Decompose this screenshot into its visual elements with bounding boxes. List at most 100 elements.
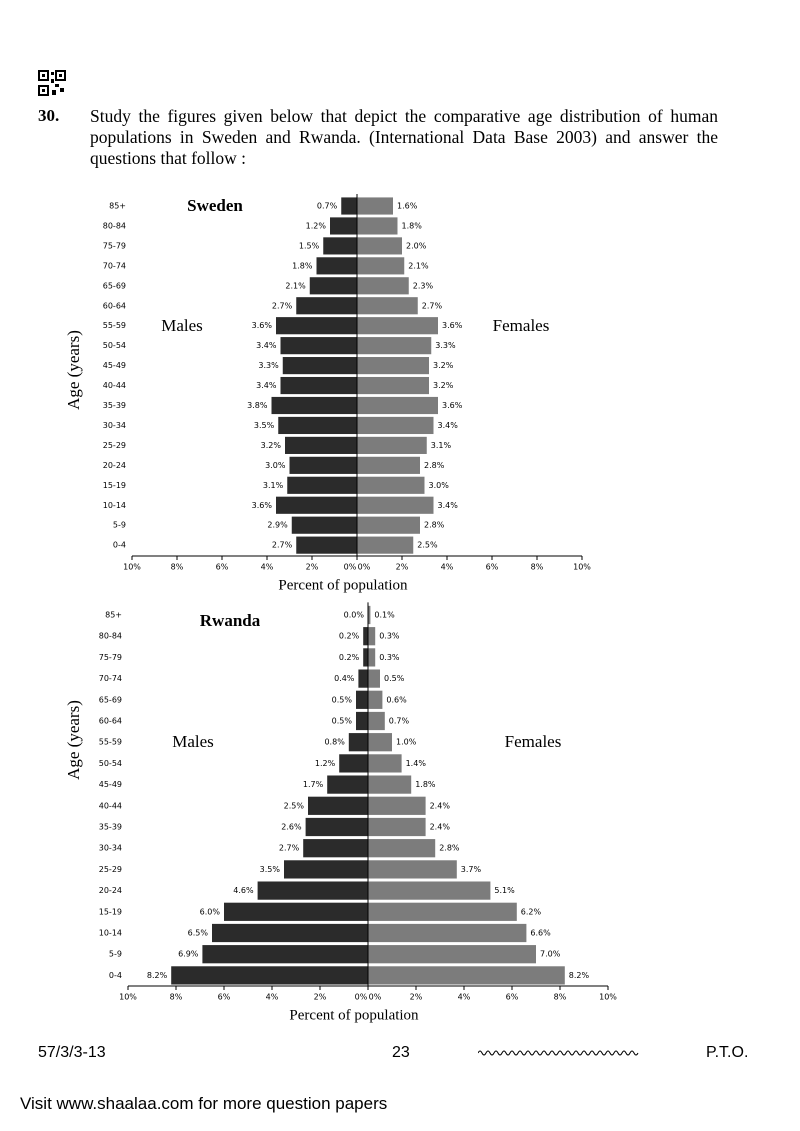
value-label: 3.6% [442, 401, 463, 410]
value-label: 0.0% [344, 611, 365, 620]
category-label: 15-19 [99, 907, 122, 916]
bar [357, 376, 429, 395]
bar [363, 627, 368, 646]
category-label: 65-69 [99, 695, 122, 704]
bar [276, 317, 357, 335]
value-label: 0.4% [334, 674, 355, 683]
y-axis-label: Age (years) [64, 700, 83, 780]
bar [368, 605, 371, 625]
bar [368, 627, 376, 646]
category-label: 20-24 [103, 461, 126, 470]
x-tick-label: 0% [344, 563, 357, 572]
bar [316, 257, 357, 275]
value-label: 3.1% [431, 441, 452, 450]
bar [280, 337, 357, 355]
females-label: Females [505, 732, 562, 751]
value-label: 6.0% [200, 907, 221, 916]
value-label: 8.2% [147, 971, 168, 980]
value-label: 3.4% [256, 381, 277, 390]
value-label: 3.5% [254, 421, 275, 430]
x-tick-label: 4% [441, 563, 454, 572]
value-label: 3.0% [429, 481, 450, 490]
x-tick-label: 4% [458, 993, 471, 1002]
value-label: 6.9% [178, 950, 199, 959]
category-label: 25-29 [99, 865, 122, 874]
value-label: 3.6% [252, 321, 273, 330]
category-label: 50-54 [99, 759, 122, 768]
value-label: 3.7% [461, 865, 482, 874]
bar [368, 796, 426, 815]
value-label: 3.1% [263, 481, 284, 490]
bar [357, 436, 427, 454]
bar [357, 197, 393, 215]
value-label: 0.5% [332, 695, 353, 704]
x-tick-label: 10% [599, 993, 617, 1002]
value-label: 1.8% [415, 780, 436, 789]
category-label: 10-14 [99, 929, 122, 938]
bar [257, 881, 368, 900]
value-label: 2.4% [430, 823, 451, 832]
value-label: 0.7% [317, 202, 338, 211]
x-tick-label: 10% [119, 993, 137, 1002]
value-label: 5.1% [494, 886, 515, 895]
value-label: 3.8% [247, 401, 268, 410]
bar [357, 237, 402, 255]
visit-note: Visit www.shaalaa.com for more question … [20, 1094, 388, 1113]
category-label: 0-4 [109, 971, 122, 980]
bar [276, 496, 357, 514]
value-label: 2.1% [285, 281, 306, 290]
bar [171, 966, 368, 985]
value-label: 3.0% [265, 461, 286, 470]
bar [368, 690, 383, 709]
bar [291, 516, 357, 534]
value-label: 0.3% [379, 653, 400, 662]
bar [368, 881, 491, 900]
category-label: 15-19 [103, 481, 126, 490]
males-label: Males [172, 732, 214, 751]
bar [303, 839, 368, 858]
value-label: 8.2% [569, 971, 590, 980]
value-label: 2.7% [422, 301, 443, 310]
bar [202, 945, 368, 964]
chart-title: Rwanda [200, 611, 261, 630]
bar [348, 733, 368, 752]
bar [357, 217, 398, 235]
bar [308, 796, 368, 815]
value-label: 1.8% [292, 261, 313, 270]
question-text: Study the figures given below that depic… [90, 106, 718, 168]
bar [368, 648, 376, 667]
x-tick-label: 4% [261, 563, 274, 572]
value-label: 2.6% [281, 823, 302, 832]
chart-title: Sweden [187, 196, 243, 215]
value-label: 1.7% [303, 780, 324, 789]
category-label: 0-4 [113, 541, 126, 550]
category-label: 75-79 [99, 653, 122, 662]
value-label: 3.6% [442, 321, 463, 330]
pto: P.T.O. [706, 1044, 749, 1061]
category-label: 50-54 [103, 341, 126, 350]
x-tick-label: 8% [554, 993, 567, 1002]
category-label: 55-59 [103, 321, 126, 330]
value-label: 1.4% [406, 759, 427, 768]
value-label: 0.1% [374, 611, 395, 620]
value-label: 2.5% [417, 541, 438, 550]
bar [368, 711, 385, 731]
females-label: Females [493, 316, 550, 335]
value-label: 6.6% [530, 929, 551, 938]
bar [368, 775, 412, 794]
bar [357, 416, 434, 435]
bar [357, 277, 409, 295]
bar [357, 476, 425, 494]
value-label: 3.6% [252, 501, 273, 510]
wavy-line [478, 1050, 639, 1056]
value-label: 2.8% [439, 844, 460, 853]
category-label: 30-34 [99, 844, 122, 853]
value-label: 3.5% [260, 865, 281, 874]
bar [356, 690, 368, 709]
bar [357, 456, 420, 474]
value-label: 6.5% [188, 929, 209, 938]
x-tick-label: 0% [369, 993, 382, 1002]
bar [358, 669, 368, 688]
value-label: 1.0% [396, 738, 417, 747]
bar [368, 733, 392, 752]
